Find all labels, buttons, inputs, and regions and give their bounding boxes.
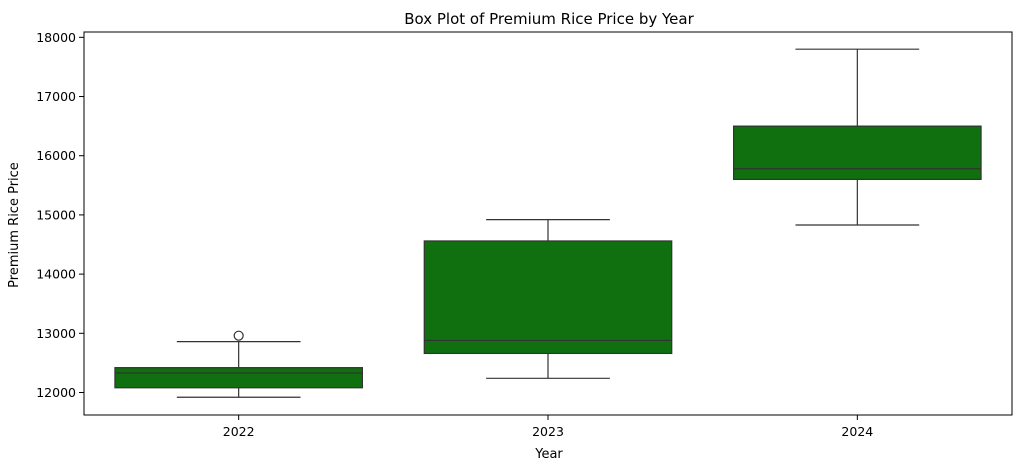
- plot-area: 12000 13000 14000 15000 16000 17000 18000 2022 2…: [36, 30, 1013, 439]
- x-tick-label-2023: 2023: [532, 424, 564, 439]
- outlier-point-2022-0: [233, 330, 244, 341]
- y-tick-label-17000: 17000: [36, 89, 76, 104]
- y-tick-label-12000: 12000: [36, 385, 76, 400]
- box-2024: [732, 125, 982, 180]
- x-tick-label-2024: 2024: [841, 424, 873, 439]
- box-2023: [423, 240, 673, 355]
- y-axis-label: Premium Rice Price: [7, 162, 22, 288]
- x-tick-label-2022: 2022: [223, 424, 255, 439]
- x-axis-label: Year: [534, 447, 563, 462]
- box-2022: [114, 367, 363, 389]
- y-tick-label-16000: 16000: [36, 148, 76, 163]
- y-tick-label-18000: 18000: [36, 30, 76, 45]
- chart-title: Box Plot of Premium Rice Price by Year: [404, 10, 694, 28]
- y-tick-label-13000: 13000: [36, 326, 76, 341]
- y-tick-label-15000: 15000: [36, 207, 76, 222]
- y-tick-label-14000: 14000: [36, 267, 76, 282]
